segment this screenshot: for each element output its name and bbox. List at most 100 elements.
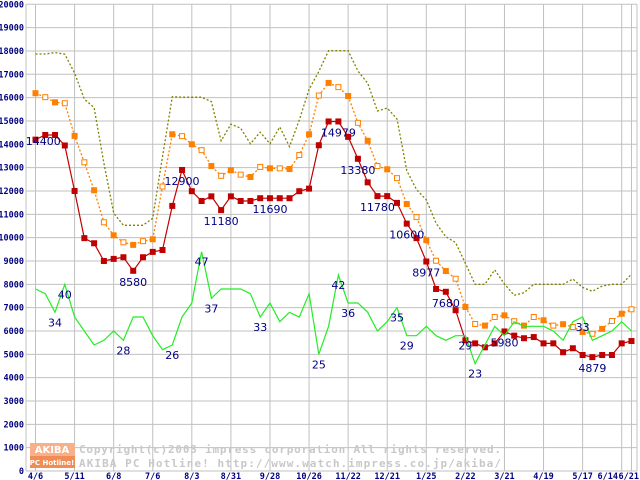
data-point-min (491, 340, 498, 347)
data-label-count: 42 (331, 279, 345, 292)
x-tick-label: 4/19 (533, 472, 553, 480)
data-point-min (374, 193, 381, 200)
data-point-min (315, 142, 322, 149)
data-point-min (227, 193, 234, 200)
data-point-min (237, 198, 244, 205)
data-point-min (618, 340, 625, 347)
data-label-min: 12900 (165, 175, 200, 188)
y-tick-label: 13000 (0, 164, 24, 174)
y-tick-label: 11000 (0, 210, 24, 220)
x-axis: 4/6 5/11 6/8 7/6 8/3 8/31 9/28 10/26 11/22 12/21 1… (28, 472, 639, 480)
data-point-average (325, 79, 332, 86)
data-point-average (276, 165, 283, 172)
x-tick-label: 4/6 (28, 472, 43, 480)
y-tick-label: 2000 (4, 420, 24, 430)
data-point-average (149, 236, 156, 243)
series-layer (32, 50, 635, 366)
data-point-average (354, 119, 361, 126)
data-point-average (501, 312, 508, 319)
data-label-min: 14400 (26, 135, 61, 148)
data-point-min (569, 345, 576, 352)
x-tick-label: 6/21 (619, 472, 639, 480)
y-tick-label: 0 (19, 467, 24, 477)
x-tick-label: 2/22 (455, 472, 475, 480)
data-point-min (413, 235, 420, 242)
data-point-average (296, 152, 303, 159)
data-point-min (149, 248, 156, 255)
data-point-min (589, 354, 596, 361)
data-point-average (266, 165, 273, 172)
data-point-average (130, 241, 137, 248)
data-point-average (188, 141, 195, 148)
data-point-min (462, 337, 469, 344)
data-point-min (452, 307, 459, 314)
data-label-min: 8977 (412, 267, 440, 280)
data-point-average (540, 317, 547, 324)
data-point-average (227, 167, 234, 174)
data-point-min (345, 133, 352, 140)
data-point-average (403, 201, 410, 208)
data-point-average (472, 320, 479, 327)
data-point-average (179, 133, 186, 140)
data-point-min (100, 257, 107, 264)
data-point-average (208, 163, 215, 170)
data-point-average (345, 93, 352, 100)
data-point-min (354, 155, 361, 162)
data-point-min (91, 240, 98, 247)
data-point-average (218, 172, 225, 179)
data-point-min (110, 255, 117, 262)
y-tick-label: 20000 (0, 0, 24, 10)
data-point-min (530, 334, 537, 341)
data-point-average (159, 183, 166, 190)
data-point-average (120, 239, 127, 246)
data-point-average (42, 94, 49, 101)
data-point-min (42, 131, 49, 138)
data-point-min (325, 118, 332, 125)
data-point-min (560, 349, 567, 356)
data-point-min (335, 118, 342, 125)
data-point-average (393, 175, 400, 182)
data-point-average (81, 159, 88, 166)
y-tick-label: 8000 (4, 280, 24, 290)
y-axis: 0 1000 2000 3000 4000 5000 6000 7000 8000 9000 100… (0, 0, 24, 477)
y-tick-label: 9000 (4, 257, 24, 267)
url-line: AKIBA PC Hotline! http://www.watch.impre… (79, 457, 501, 470)
data-point-min (628, 338, 635, 345)
data-point-average (579, 328, 586, 335)
data-point-min (81, 235, 88, 242)
data-label-min: 11180 (204, 215, 239, 228)
data-point-min (579, 352, 586, 359)
data-point-min (608, 352, 615, 359)
data-point-average (550, 322, 557, 329)
data-point-average (481, 322, 488, 329)
data-point-min (179, 166, 186, 173)
data-label-count: 33 (253, 321, 267, 334)
annotation-layer: 14400 8580 12900 11180 11690 14979 13380 11780 1… (26, 126, 607, 380)
data-point-min (32, 136, 39, 143)
y-tick-label: 3000 (4, 397, 24, 407)
data-point-min (442, 288, 449, 295)
data-point-min (266, 195, 273, 202)
data-point-average (452, 275, 459, 282)
data-point-average (530, 313, 537, 320)
data-point-average (315, 92, 322, 99)
data-point-min (296, 188, 303, 195)
data-point-min (550, 340, 557, 347)
y-tick-label: 7000 (4, 304, 24, 314)
x-tick-label: 1/25 (416, 472, 436, 480)
x-tick-label: 5/17 (572, 472, 592, 480)
data-point-average (413, 214, 420, 221)
logo-text-bottom: PC Hotline! (30, 459, 74, 467)
data-point-average (110, 232, 117, 239)
data-point-min (511, 332, 518, 339)
x-tick-label: 12/21 (374, 472, 400, 480)
data-point-average (618, 310, 625, 317)
data-point-min (403, 220, 410, 227)
data-label-min: 8580 (119, 276, 147, 289)
data-point-average (100, 219, 107, 226)
data-label-count: 28 (116, 344, 130, 357)
data-label-min: 11690 (252, 203, 287, 216)
data-point-average (364, 137, 371, 144)
data-point-average (599, 325, 606, 332)
